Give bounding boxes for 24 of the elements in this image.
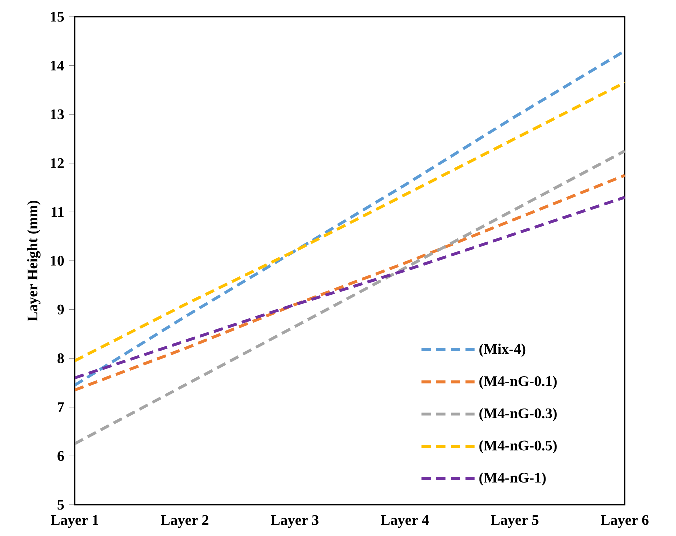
x-tick-label: Layer 6 xyxy=(601,515,649,528)
y-tick-label: 12 xyxy=(51,158,64,168)
y-axis-title: Layer Height (mm) xyxy=(27,200,41,322)
legend-label: (M4-nG-0.1) xyxy=(480,376,557,390)
x-tick-label: Layer 3 xyxy=(271,515,319,528)
legend-label: (M4-nG-0.3) xyxy=(480,408,557,422)
y-tick-label: 15 xyxy=(51,12,64,22)
line-series xyxy=(75,174,625,392)
x-tick-label: Layer 2 xyxy=(161,515,209,528)
legend-label: (M4-nG-1) xyxy=(480,472,546,486)
y-tick-label: 6 xyxy=(58,451,64,462)
x-tick-label: Layer 4 xyxy=(381,515,429,528)
y-tick-label: 10 xyxy=(51,256,64,266)
y-tick-label: 5 xyxy=(58,500,64,510)
y-tick-label: 7 xyxy=(58,402,64,412)
y-tick-label: 13 xyxy=(51,110,64,120)
legend-label: (Mix-4) xyxy=(480,344,526,358)
y-tick-label: 9 xyxy=(58,304,64,315)
x-tick-label: Layer 5 xyxy=(491,515,539,528)
x-tick-label: Layer 1 xyxy=(51,515,98,528)
y-tick-label: 8 xyxy=(58,354,64,364)
y-tick-label: 14 xyxy=(51,60,64,71)
y-tick-label: 11 xyxy=(52,207,64,218)
legend-label: (M4-nG-0.5) xyxy=(480,440,557,454)
